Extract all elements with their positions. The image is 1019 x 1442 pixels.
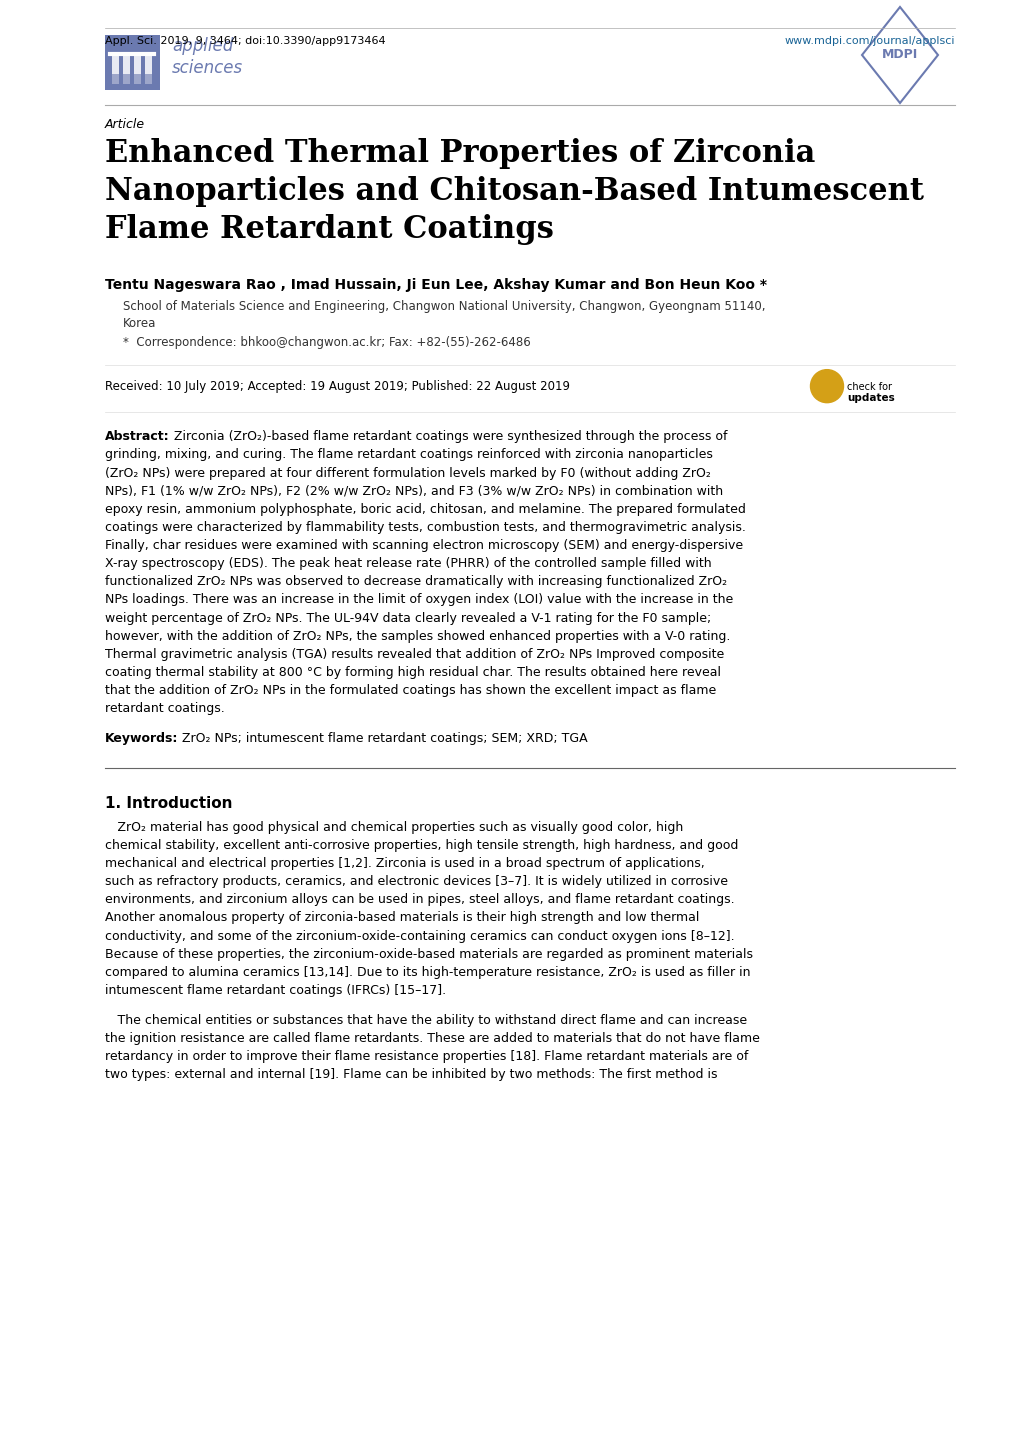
Text: coating thermal stability at 800 °C by forming high residual char. The results o: coating thermal stability at 800 °C by f… (105, 666, 720, 679)
Text: that the addition of ZrO₂ NPs in the formulated coatings has shown the excellent: that the addition of ZrO₂ NPs in the for… (105, 684, 715, 696)
FancyBboxPatch shape (112, 56, 119, 84)
Text: ✓: ✓ (821, 379, 832, 392)
Text: ZrO₂ material has good physical and chemical properties such as visually good co: ZrO₂ material has good physical and chem… (105, 820, 683, 833)
Text: intumescent flame retardant coatings (IFRCs) [15–17].: intumescent flame retardant coatings (IF… (105, 983, 445, 996)
FancyBboxPatch shape (123, 56, 129, 84)
FancyBboxPatch shape (145, 56, 152, 84)
Text: Thermal gravimetric analysis (TGA) results revealed that addition of ZrO₂ NPs Im: Thermal gravimetric analysis (TGA) resul… (105, 647, 723, 660)
Text: retardancy in order to improve their flame resistance properties [18]. Flame ret: retardancy in order to improve their fla… (105, 1050, 748, 1063)
Text: grinding, mixing, and curing. The flame retardant coatings reinforced with zirco: grinding, mixing, and curing. The flame … (105, 448, 712, 461)
Text: Tentu Nageswara Rao , Imad Hussain, Ji Eun Lee, Akshay Kumar and Bon Heun Koo *: Tentu Nageswara Rao , Imad Hussain, Ji E… (105, 277, 766, 291)
Text: Received: 10 July 2019; Accepted: 19 August 2019; Published: 22 August 2019: Received: 10 July 2019; Accepted: 19 Aug… (105, 381, 570, 394)
Text: NPs loadings. There was an increase in the limit of oxygen index (LOI) value wit: NPs loadings. There was an increase in t… (105, 594, 733, 607)
Text: Abstract:: Abstract: (105, 430, 169, 443)
Text: the ignition resistance are called flame retardants. These are added to material: the ignition resistance are called flame… (105, 1032, 759, 1045)
Text: coatings were characterized by flammability tests, combustion tests, and thermog: coatings were characterized by flammabil… (105, 521, 745, 534)
Text: updates: updates (846, 394, 894, 404)
Text: 1. Introduction: 1. Introduction (105, 796, 232, 812)
Text: retardant coatings.: retardant coatings. (105, 702, 224, 715)
Text: Enhanced Thermal Properties of Zirconia: Enhanced Thermal Properties of Zirconia (105, 138, 814, 169)
FancyBboxPatch shape (112, 74, 119, 84)
Text: Appl. Sci. 2019, 9, 3464; doi:10.3390/app9173464: Appl. Sci. 2019, 9, 3464; doi:10.3390/ap… (105, 36, 385, 46)
Text: chemical stability, excellent anti-corrosive properties, high tensile strength, : chemical stability, excellent anti-corro… (105, 839, 738, 852)
Text: www.mdpi.com/journal/applsci: www.mdpi.com/journal/applsci (784, 36, 954, 46)
Text: Zirconia (ZrO₂)-based flame retardant coatings were synthesized through the proc: Zirconia (ZrO₂)-based flame retardant co… (173, 430, 727, 443)
Text: The chemical entities or substances that have the ability to withstand direct fl: The chemical entities or substances that… (105, 1014, 746, 1027)
Text: two types: external and internal [19]. Flame can be inhibited by two methods: Th: two types: external and internal [19]. F… (105, 1069, 716, 1082)
Text: *  Correspondence: bhkoo@changwon.ac.kr; Fax: +82-(55)-262-6486: * Correspondence: bhkoo@changwon.ac.kr; … (123, 336, 530, 349)
FancyBboxPatch shape (133, 56, 141, 84)
Text: functionalized ZrO₂ NPs was observed to decrease dramatically with increasing fu: functionalized ZrO₂ NPs was observed to … (105, 575, 727, 588)
Text: NPs), F1 (1% w/w ZrO₂ NPs), F2 (2% w/w ZrO₂ NPs), and F3 (3% w/w ZrO₂ NPs) in co: NPs), F1 (1% w/w ZrO₂ NPs), F2 (2% w/w Z… (105, 485, 722, 497)
Text: School of Materials Science and Engineering, Changwon National University, Chang: School of Materials Science and Engineer… (123, 300, 764, 313)
Circle shape (810, 369, 843, 402)
Text: X-ray spectroscopy (EDS). The peak heat release rate (PHRR) of the controlled sa: X-ray spectroscopy (EDS). The peak heat … (105, 557, 711, 570)
FancyBboxPatch shape (145, 74, 152, 84)
Text: sciences: sciences (172, 59, 243, 76)
Text: Korea: Korea (123, 317, 156, 330)
Text: compared to alumina ceramics [13,14]. Due to its high-temperature resistance, Zr: compared to alumina ceramics [13,14]. Du… (105, 966, 750, 979)
Text: mechanical and electrical properties [1,2]. Zirconia is used in a broad spectrum: mechanical and electrical properties [1,… (105, 857, 704, 870)
Text: Article: Article (105, 118, 145, 131)
Text: check for: check for (846, 382, 892, 392)
Text: environments, and zirconium alloys can be used in pipes, steel alloys, and flame: environments, and zirconium alloys can b… (105, 894, 734, 907)
Text: Keywords:: Keywords: (105, 733, 178, 746)
Text: however, with the addition of ZrO₂ NPs, the samples showed enhanced properties w: however, with the addition of ZrO₂ NPs, … (105, 630, 730, 643)
Text: weight percentage of ZrO₂ NPs. The UL-94V data clearly revealed a V-1 rating for: weight percentage of ZrO₂ NPs. The UL-94… (105, 611, 710, 624)
FancyBboxPatch shape (133, 74, 141, 84)
Text: Another anomalous property of zirconia-based materials is their high strength an: Another anomalous property of zirconia-b… (105, 911, 699, 924)
Text: (ZrO₂ NPs) were prepared at four different formulation levels marked by F0 (with: (ZrO₂ NPs) were prepared at four differe… (105, 467, 710, 480)
Text: ZrO₂ NPs; intumescent flame retardant coatings; SEM; XRD; TGA: ZrO₂ NPs; intumescent flame retardant co… (177, 733, 587, 746)
Text: conductivity, and some of the zirconium-oxide-containing ceramics can conduct ox: conductivity, and some of the zirconium-… (105, 930, 734, 943)
FancyBboxPatch shape (105, 35, 160, 89)
Text: Because of these properties, the zirconium-oxide-based materials are regarded as: Because of these properties, the zirconi… (105, 947, 752, 960)
Text: Nanoparticles and Chitosan-Based Intumescent: Nanoparticles and Chitosan-Based Intumes… (105, 176, 923, 208)
Text: Finally, char residues were examined with scanning electron microscopy (SEM) and: Finally, char residues were examined wit… (105, 539, 743, 552)
Text: epoxy resin, ammonium polyphosphate, boric acid, chitosan, and melamine. The pre: epoxy resin, ammonium polyphosphate, bor… (105, 503, 745, 516)
Text: applied: applied (172, 37, 233, 55)
Text: Flame Retardant Coatings: Flame Retardant Coatings (105, 215, 553, 245)
Text: such as refractory products, ceramics, and electronic devices [3–7]. It is widel: such as refractory products, ceramics, a… (105, 875, 728, 888)
Text: MDPI: MDPI (881, 49, 917, 62)
FancyBboxPatch shape (123, 74, 129, 84)
